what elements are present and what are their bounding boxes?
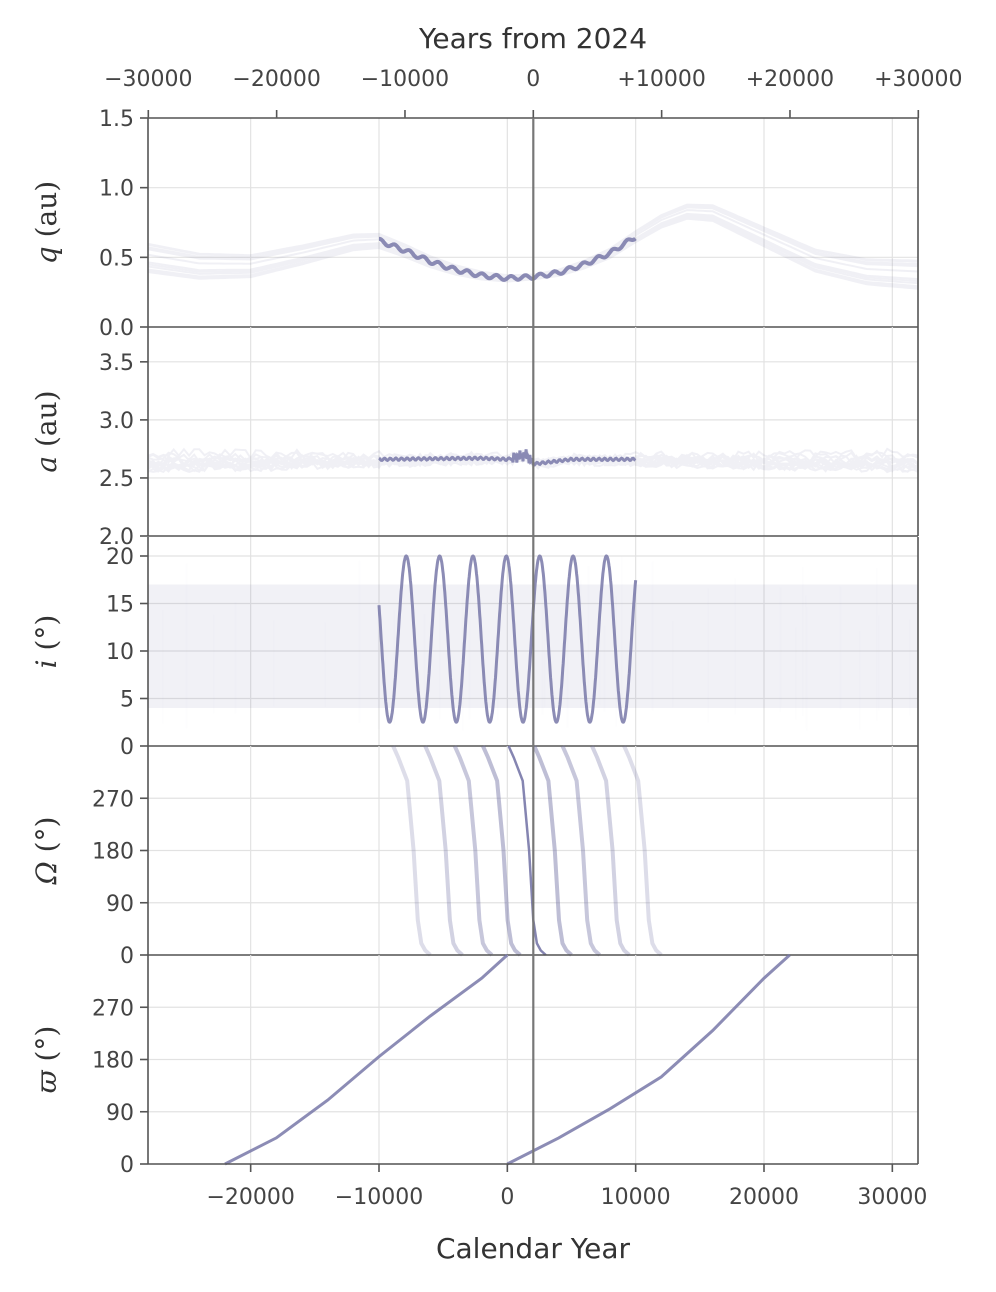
ytick-label: 2.5 <box>99 467 134 492</box>
series-omega <box>622 745 663 957</box>
series-omega <box>391 745 432 957</box>
bottom-axis-title: Calendar Year <box>436 1232 631 1265</box>
ytick-label: 20 <box>106 545 134 570</box>
ytick-label: 90 <box>106 1101 134 1126</box>
top-tick-label: −20000 <box>232 67 320 92</box>
series-omega <box>481 745 522 957</box>
top-axis: −30000 −20000 −10000 0 +10000 +20000 +30000 <box>104 67 963 118</box>
bottom-tick-label: 20000 <box>729 1185 799 1210</box>
top-tick-label: −10000 <box>361 67 449 92</box>
series-main <box>379 236 637 282</box>
bottom-tick-label: 0 <box>500 1185 514 1210</box>
ylabel-var: ϖ <box>30 1069 63 1093</box>
ytick-label: 3.0 <box>99 409 134 434</box>
ytick-label: 10 <box>106 640 134 665</box>
ylabel-var: q <box>30 246 63 264</box>
ytick-label: 0 <box>120 1153 134 1178</box>
ytick-label: 270 <box>92 996 134 1021</box>
ytick-label: 90 <box>106 892 134 917</box>
series-main <box>378 449 637 467</box>
ylabel-unit: (°) <box>30 817 63 862</box>
ytick-label: 1.0 <box>99 177 134 202</box>
ytick-label: 5 <box>120 688 134 713</box>
ylabel-Omega: Ω (°) <box>30 817 63 886</box>
ylabel-unit: (°) <box>30 615 63 660</box>
panel-Omega: 0 90 180 270 Ω (°) <box>30 745 919 969</box>
ylabel-unit: (au) <box>30 181 63 246</box>
ylabel-var: Ω <box>30 861 63 885</box>
panels: 0.0 0.5 1.0 1.5 q (au) 2.0 2.5 3.0 3.5 a (au) 0 5 10… <box>30 107 919 1178</box>
panel-i: 0 5 10 15 20 i (°) <box>30 537 919 760</box>
ylabel-unit: (°) <box>30 1026 63 1071</box>
series-omega <box>507 745 547 956</box>
ytick-label: 3.5 <box>99 351 134 376</box>
ytick-label: 180 <box>92 1049 134 1074</box>
bottom-tick-label: 10000 <box>601 1185 671 1210</box>
panel-q: 0.0 0.5 1.0 1.5 q (au) <box>30 107 919 341</box>
bottom-axis: −20000 −10000 0 10000 20000 30000 <box>206 1164 927 1210</box>
ytick-label: 0 <box>120 944 134 969</box>
ylabel-q: q (au) <box>30 181 63 264</box>
ytick-label: 2.0 <box>99 525 134 550</box>
top-tick-label: +30000 <box>874 67 962 92</box>
top-axis-title: Years from 2024 <box>418 22 647 55</box>
ytick-label: 180 <box>92 840 134 865</box>
ytick-label: 15 <box>106 593 134 618</box>
ylabel-a: a (au) <box>30 390 63 472</box>
top-tick-label: −30000 <box>104 67 192 92</box>
series-varpi <box>506 953 791 1166</box>
bottom-tick-label: −20000 <box>206 1185 294 1210</box>
series-varpi <box>224 953 509 1166</box>
bottom-tick-label: 30000 <box>857 1185 927 1210</box>
ylabel-var: i <box>30 659 63 668</box>
ylabel-var: a <box>30 456 63 473</box>
series-omega <box>560 745 602 957</box>
ytick-label: 0 <box>120 735 134 760</box>
series-main <box>377 554 638 724</box>
bottom-tick-label: −10000 <box>335 1185 423 1210</box>
series-omega <box>532 745 573 957</box>
ytick-label: 0.5 <box>99 246 134 271</box>
ytick-label: 270 <box>92 787 134 812</box>
ytick-label: 1.5 <box>99 107 134 132</box>
ylabel-unit: (au) <box>30 390 63 455</box>
panel-varpi: 0 90 180 270 ϖ (°) <box>30 953 919 1178</box>
panel-a: 2.0 2.5 3.0 3.5 a (au) <box>30 327 919 550</box>
top-tick-label: 0 <box>526 67 540 92</box>
top-tick-label: +20000 <box>746 67 834 92</box>
ylabel-varpi: ϖ (°) <box>30 1026 63 1094</box>
ytick-label: 0.0 <box>99 316 134 341</box>
top-tick-label: +10000 <box>617 67 705 92</box>
ylabel-i: i (°) <box>30 615 63 669</box>
series-omega <box>452 745 494 957</box>
series-omega <box>590 745 631 957</box>
series-omega <box>423 745 464 957</box>
